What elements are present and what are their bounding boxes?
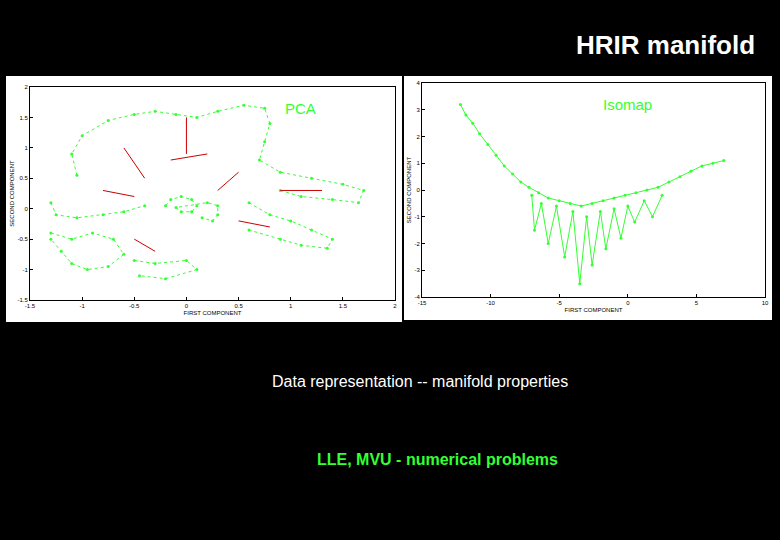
svg-text:-10: -10	[486, 300, 495, 306]
svg-text:0: 0	[626, 300, 630, 306]
svg-text:-1.5: -1.5	[17, 297, 28, 303]
svg-text:-1: -1	[79, 303, 85, 309]
svg-text:3: 3	[416, 107, 420, 113]
svg-text:Data representation -- manifol: Data representation -- manifold properti…	[272, 373, 568, 390]
svg-text:-1: -1	[22, 267, 28, 273]
svg-text:Isomap: Isomap	[603, 96, 652, 113]
svg-text:4: 4	[416, 80, 420, 86]
svg-text:0.5: 0.5	[19, 175, 28, 181]
svg-text:1: 1	[24, 145, 28, 151]
svg-text:-1.5: -1.5	[25, 303, 36, 309]
svg-text:1.5: 1.5	[19, 115, 28, 121]
svg-text:0: 0	[24, 206, 28, 212]
svg-text:LLE, MVU - numerical problems: LLE, MVU - numerical problems	[317, 451, 558, 468]
svg-text:SECOND COMPONENT: SECOND COMPONENT	[406, 157, 412, 224]
svg-text:SECOND COMPONENT: SECOND COMPONENT	[9, 160, 15, 227]
svg-text:2: 2	[416, 134, 420, 140]
svg-text:1: 1	[416, 160, 420, 166]
svg-text:2: 2	[393, 303, 397, 309]
svg-text:-3: -3	[414, 267, 420, 273]
svg-text:HRIR manifold: HRIR manifold	[576, 30, 755, 60]
svg-text:0.5: 0.5	[234, 303, 243, 309]
svg-text:-0.5: -0.5	[17, 236, 28, 242]
svg-text:2: 2	[24, 84, 28, 90]
svg-text:-15: -15	[418, 300, 427, 306]
svg-text:FIRST COMPONENT: FIRST COMPONENT	[565, 307, 623, 313]
svg-text:PCA: PCA	[285, 100, 316, 117]
svg-text:0: 0	[416, 187, 420, 193]
svg-text:FIRST COMPONENT: FIRST COMPONENT	[184, 310, 242, 316]
svg-text:-4: -4	[414, 294, 420, 300]
svg-text:5: 5	[695, 300, 699, 306]
svg-text:-5: -5	[557, 300, 563, 306]
svg-text:-0.5: -0.5	[129, 303, 140, 309]
svg-text:-2: -2	[414, 241, 420, 247]
svg-text:1: 1	[289, 303, 293, 309]
svg-text:10: 10	[762, 300, 769, 306]
svg-text:-1: -1	[414, 214, 420, 220]
svg-text:0: 0	[185, 303, 189, 309]
svg-text:1.5: 1.5	[339, 303, 348, 309]
